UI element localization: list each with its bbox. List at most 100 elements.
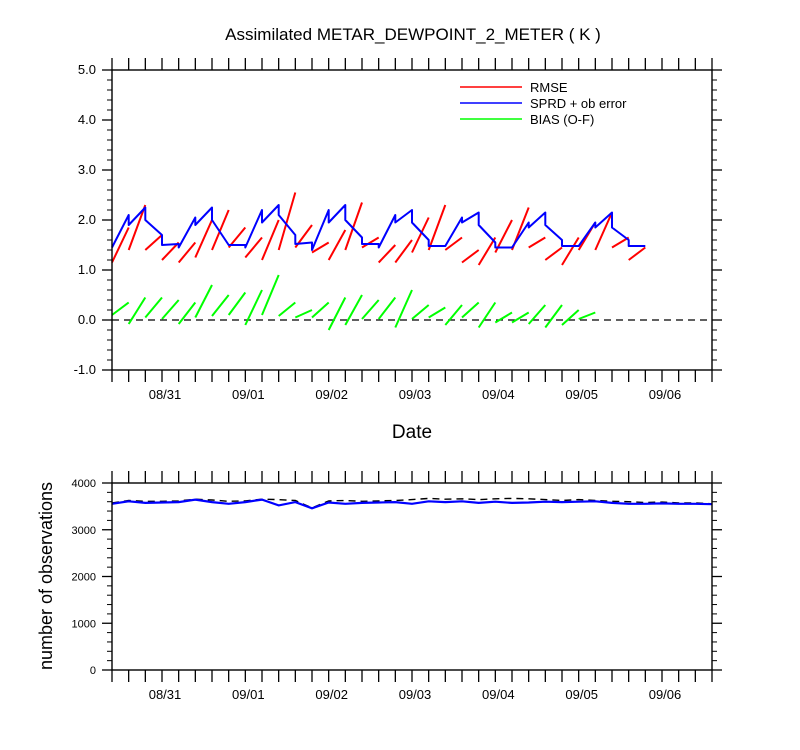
x-tick-label-08-31: 08/31: [149, 687, 182, 702]
top-tick-layer: 08/31 09/01 09/02 09/03 09/04 09/05 09/06 -1.0 0…: [74, 58, 722, 402]
x-axis-label: Date: [392, 422, 432, 443]
series-rmse-segment: [211, 209, 230, 251]
series-bias-o-f-segment: [377, 296, 397, 320]
x-tick-label-09-03: 09/03: [399, 687, 432, 702]
series-bias-o-f-segment: [544, 304, 563, 329]
series-rmse-segment: [444, 236, 463, 251]
y-tick-label: 5.0: [78, 62, 96, 77]
x-tick-label-09-02: 09/02: [315, 387, 348, 402]
series-rmse-segment: [111, 227, 130, 263]
series-bias-o-f-segment: [177, 301, 197, 325]
series-rmse-segment: [477, 236, 497, 266]
y-tick-label: 1.0: [78, 262, 96, 277]
legend-label-1: SPRD + ob error: [530, 96, 627, 111]
x-tick-label-09-02: 09/02: [315, 687, 348, 702]
series-bias-o-f-segment: [144, 296, 163, 319]
series-bias-o-f-segment: [494, 311, 513, 324]
series-bias-o-f-segment: [527, 304, 547, 325]
y-tick-label: 3.0: [78, 162, 96, 177]
bottom-plot-frame: [111, 482, 713, 671]
y-tick-label: 3000: [72, 525, 96, 537]
series-rmse-segment: [628, 246, 646, 261]
series-bias-o-f-segment: [111, 301, 130, 316]
series-bias-o-f-segment: [278, 301, 296, 317]
series-bias-o-f-segment: [361, 299, 380, 320]
x-tick-label-08-31: 08/31: [149, 387, 182, 402]
series-rmse-segment: [461, 249, 480, 264]
series-rmse-segment: [161, 241, 180, 261]
series-rmse-segment: [127, 204, 147, 251]
series-rmse-segment: [528, 236, 546, 249]
series-rmse-segment: [611, 236, 630, 249]
series-bias-o-f-segment: [244, 289, 263, 326]
series-bias-o-f-segment: [411, 304, 430, 320]
y-tick-label: 2.0: [78, 212, 96, 227]
bottom-chart: 08/31 09/01 09/02 09/03 09/04 09/05 09/06 0 1000…: [36, 471, 722, 702]
x-tick-label-09-06: 09/06: [649, 687, 682, 702]
series-bias-o-f-segment: [211, 294, 230, 317]
series-rmse-segment: [394, 239, 413, 264]
series-bias-o-f-segment: [444, 304, 463, 326]
x-tick-label-09-01: 09/01: [232, 387, 265, 402]
series-bias-o-f-segment: [561, 309, 580, 326]
series-bias-o-f-segment: [294, 309, 313, 319]
series-rmse-segment: [244, 236, 263, 259]
legend-label-0: RMSE: [530, 80, 568, 95]
series-bias-o-f-segment: [127, 296, 147, 325]
series-rmse-segment: [277, 192, 297, 251]
series-sprd-ob-error-segment: [111, 204, 646, 251]
series-rmse-segment: [561, 236, 580, 266]
series-bias-o-f-segment: [511, 311, 530, 324]
y-tick-label: 4000: [72, 478, 96, 490]
series-rmse-segment: [361, 236, 380, 249]
x-tick-label-09-05: 09/05: [565, 687, 598, 702]
series-bias-o-f-segment: [461, 301, 480, 319]
series-rmse-segment: [261, 219, 280, 261]
series-observations-possible-line: [111, 497, 713, 509]
series-bias-o-f-segment: [428, 306, 446, 319]
x-tick-label-09-04: 09/04: [482, 387, 515, 402]
series-rmse-segment: [344, 202, 363, 251]
y-tick-label: 4.0: [78, 112, 96, 127]
y-tick-label: -1.0: [74, 362, 96, 377]
x-tick-label-09-05: 09/05: [565, 387, 598, 402]
x-tick-label-09-01: 09/01: [232, 687, 265, 702]
y-tick-label: 0.0: [78, 312, 96, 327]
series-bias-o-f-segment: [327, 297, 347, 331]
series-rmse-segment: [377, 244, 397, 264]
bottom-y-axis-label: number of observations: [36, 482, 56, 670]
series-rmse-segment: [327, 229, 347, 261]
y-tick-label: 0: [90, 665, 96, 677]
series-rmse-segment: [177, 241, 197, 264]
x-tick-label-09-04: 09/04: [482, 687, 515, 702]
series-bias-o-f-segment: [477, 301, 497, 329]
series-rmse-segment: [544, 246, 563, 261]
series-bias-o-f-segment: [194, 284, 213, 318]
x-tick-label-09-06: 09/06: [649, 387, 682, 402]
series-rmse-segment: [311, 241, 330, 254]
series-bias-o-f-segment: [161, 299, 180, 320]
series-rmse-segment: [144, 234, 163, 251]
series-bias-o-f-segment: [261, 274, 280, 316]
series-rmse-segment: [194, 219, 213, 258]
chart-title: Assimilated METAR_DEWPOINT_2_METER ( K ): [225, 25, 601, 44]
series-observations-assimilated-line: [111, 498, 713, 510]
bottom-series-layer: [111, 497, 713, 510]
series-rmse-segment: [427, 204, 447, 251]
series-bias-o-f-segment: [344, 294, 363, 326]
series-bias-o-f-segment: [227, 291, 247, 316]
top-chart: Assimilated METAR_DEWPOINT_2_METER ( K )…: [74, 25, 722, 443]
bottom-tick-layer: 08/31 09/01 09/02 09/03 09/04 09/05 09/06 0 1000…: [72, 471, 722, 702]
legend-label-2: BIAS (O-F): [530, 112, 594, 127]
top-series-layer: [111, 192, 646, 331]
series-bias-o-f-segment: [578, 311, 596, 320]
x-tick-label-09-03: 09/03: [399, 387, 432, 402]
series-rmse-segment: [411, 217, 430, 253]
series-bias-o-f-segment: [311, 301, 330, 319]
series-bias-o-f-segment: [394, 289, 413, 328]
series-rmse-segment: [594, 212, 613, 251]
y-tick-label: 2000: [72, 572, 96, 584]
y-tick-label: 1000: [72, 618, 96, 630]
